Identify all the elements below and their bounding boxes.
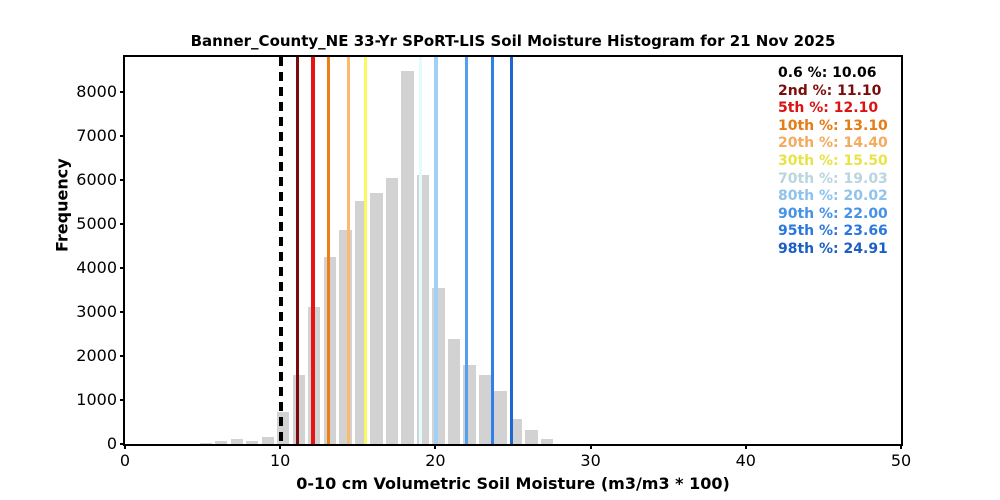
percentile-line-10th [326,57,331,444]
legend-item-2nd: 2nd %: 11.10 [778,82,882,99]
legend-item-98th: 98th %: 24.91 [778,240,888,257]
x-tick-label: 40 [735,451,756,470]
histogram-bar [385,177,399,444]
current-value-line-0.6 [279,57,283,444]
percentile-line-80th [434,57,438,444]
percentile-line-98th [509,57,514,444]
histogram-bar [478,375,492,444]
histogram-bar [540,438,554,444]
y-tick-label: 7000 [76,126,117,146]
histogram-bar [370,193,383,444]
histogram-bar [199,442,212,444]
x-tick [279,444,282,449]
x-tick-label: 0 [119,451,131,470]
y-tick [120,267,125,270]
x-tick [589,444,592,449]
legend-item-10th: 10th %: 13.10 [778,117,888,134]
y-tick-label: 2000 [76,346,117,365]
chart-title: Banner_County_NE 33-Yr SPoRT-LIS Soil Mo… [190,32,836,50]
percentile-line-70th [418,57,423,444]
legend-item-20th: 20th %: 14.40 [778,135,888,152]
legend-item-30th: 30th %: 15.50 [778,152,888,169]
percentile-legend: 0.6 %: 10.06 2nd %: 11.10 5th %: 12.10 10th… [778,65,888,259]
x-tick [900,444,902,449]
histogram-bar [230,439,243,444]
histogram-bar [215,441,228,444]
percentile-line-2nd [295,57,299,444]
legend-item-70th: 70th %: 19.03 [778,170,888,187]
x-tick [744,444,747,449]
y-tick-label: 0 [106,434,117,453]
y-tick [120,311,125,314]
legend-item-0.6: 0.6 %: 10.06 [778,65,877,81]
percentile-line-30th [363,57,368,444]
y-tick-label: 6000 [76,170,117,190]
histogram-bar [261,437,274,444]
x-axis-label: 0-10 cm Volumetric Soil Moisture (m3/m3 … [296,474,730,493]
y-tick [120,179,125,182]
x-tick-label: 20 [425,451,446,470]
y-tick [120,135,125,138]
x-tick [434,444,437,449]
legend-item-90th: 90th %: 22.00 [778,205,888,222]
y-tick-label: 5000 [76,214,117,234]
y-tick [120,223,125,226]
percentile-line-20th [346,57,351,444]
legend-item-80th: 80th %: 20.02 [778,188,888,205]
legend-item-95th: 95th %: 23.66 [778,223,888,240]
histogram-bar [494,390,507,444]
histogram-bar [525,430,538,444]
x-tick-label: 30 [580,451,601,470]
y-tick [120,91,125,94]
histogram-bar [447,338,461,444]
histogram-bar [246,441,259,444]
legend-item-5th: 5th %: 12.10 [778,100,879,117]
percentile-line-5th [311,57,315,444]
x-tick-label: 10 [270,451,291,470]
y-tick [120,355,125,357]
histogram-bar [401,71,414,444]
percentile-line-95th [490,57,494,444]
y-tick-label: 4000 [76,258,117,278]
y-tick-label: 1000 [76,390,117,409]
y-tick-label: 8000 [76,82,117,102]
y-tick-label: 3000 [76,302,117,322]
x-tick [124,444,126,449]
y-tick [120,399,125,401]
plot-area [123,55,903,446]
y-tick [120,443,125,445]
percentile-line-90th [464,57,469,444]
x-tick-label: 50 [890,451,912,470]
